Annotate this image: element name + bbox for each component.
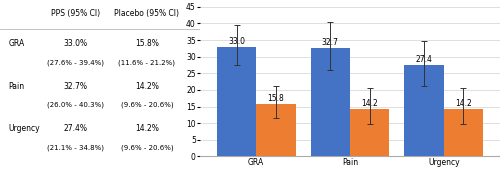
Text: GRA: GRA bbox=[8, 39, 24, 48]
Text: 32.7: 32.7 bbox=[322, 38, 339, 47]
Text: (26.0% - 40.3%): (26.0% - 40.3%) bbox=[47, 102, 104, 108]
Text: 27.4: 27.4 bbox=[416, 55, 432, 64]
Text: 14.2%: 14.2% bbox=[135, 82, 159, 91]
Bar bbox=[350, 109, 390, 156]
Text: Pain: Pain bbox=[8, 82, 24, 91]
Text: PPS (95% CI): PPS (95% CI) bbox=[51, 9, 100, 18]
Text: 14.2%: 14.2% bbox=[135, 124, 159, 133]
Text: (27.6% - 39.4%): (27.6% - 39.4%) bbox=[47, 59, 104, 66]
Text: 27.4%: 27.4% bbox=[64, 124, 88, 133]
Text: 33.0%: 33.0% bbox=[64, 39, 88, 48]
Text: 15.8%: 15.8% bbox=[135, 39, 159, 48]
Bar bbox=[217, 47, 256, 156]
Text: (21.1% - 34.8%): (21.1% - 34.8%) bbox=[47, 144, 104, 151]
Bar bbox=[444, 109, 483, 156]
Text: (9.6% - 20.6%): (9.6% - 20.6%) bbox=[120, 102, 174, 108]
Text: Placebo (95% CI): Placebo (95% CI) bbox=[114, 9, 180, 18]
Text: (11.6% - 21.2%): (11.6% - 21.2%) bbox=[118, 59, 176, 66]
Text: 14.2: 14.2 bbox=[362, 99, 378, 108]
Text: Urgency: Urgency bbox=[8, 124, 40, 133]
Text: 32.7%: 32.7% bbox=[64, 82, 88, 91]
Bar bbox=[256, 104, 296, 156]
Text: 15.8: 15.8 bbox=[268, 94, 284, 103]
Text: 33.0: 33.0 bbox=[228, 37, 245, 46]
Bar bbox=[404, 65, 444, 156]
Text: (9.6% - 20.6%): (9.6% - 20.6%) bbox=[120, 144, 174, 151]
Bar bbox=[310, 48, 350, 156]
Text: 14.2: 14.2 bbox=[455, 99, 472, 108]
